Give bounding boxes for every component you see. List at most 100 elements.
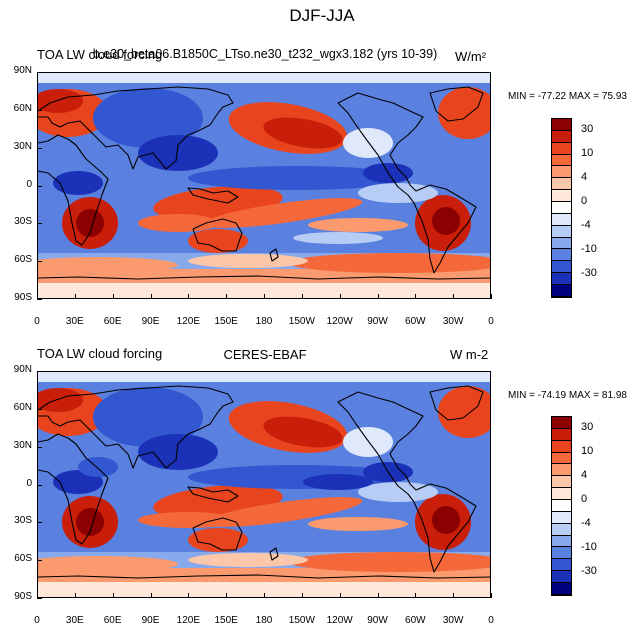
lon-tick-mark (377, 294, 379, 299)
lat-tick-label: 30S (14, 515, 32, 527)
lon-tick-mark (453, 593, 455, 598)
colorbar-swatch (552, 119, 571, 131)
lon-tick-mark (74, 294, 76, 299)
colorbar-2 (551, 416, 572, 596)
lat-tick-mark (37, 223, 42, 225)
lon-tick-label: 30E (65, 615, 84, 626)
lon-tick-mark (188, 593, 190, 598)
lon-tick-label: 150W (288, 316, 315, 327)
lat-tick-label: 90N (13, 364, 32, 375)
colorbar-swatch (552, 440, 571, 453)
colorbar-swatch (552, 511, 571, 524)
colorbar-swatch (552, 452, 571, 465)
lon-tick-mark (188, 294, 190, 299)
lon-tick-label: 60W (405, 615, 426, 626)
map-panel-ceres (37, 371, 491, 598)
lat-tick-label: 90S (14, 591, 32, 602)
colorbar-swatch (552, 488, 571, 501)
colorbar-swatch (552, 523, 571, 536)
lon-tick-label: 90E (141, 316, 160, 327)
lat-tick-mark (37, 446, 42, 448)
colorbar-label: 0 (581, 195, 588, 207)
colorbar-swatch (552, 464, 571, 477)
lon-tick-mark (264, 593, 265, 598)
lat-tick-mark (37, 371, 42, 372)
lon-tick-label: 30W (442, 316, 464, 327)
lat-tick-label: 0 (26, 477, 32, 489)
colorbar-label: -10 (581, 243, 597, 255)
lat-tick-mark (37, 72, 42, 73)
colorbar-swatch (552, 154, 571, 167)
panel2-units: W m-2 (450, 347, 489, 362)
lon-tick-label: 150E (214, 615, 238, 626)
colorbar-swatch (552, 583, 571, 595)
lon-tick-label: 0 (34, 615, 40, 626)
lat-tick-label: 60N (13, 401, 32, 413)
lon-tick-mark (150, 294, 152, 299)
lon-tick-label: 120E (176, 316, 200, 327)
colorbar-label: -30 (581, 267, 597, 279)
colorbar-swatch (552, 547, 571, 560)
lon-tick-mark (37, 294, 38, 299)
colorbar-swatch (552, 249, 571, 262)
colorbar-label: -30 (581, 565, 597, 577)
lat-tick-label: 90S (14, 292, 32, 303)
lon-tick-mark (415, 593, 417, 598)
lon-tick-label: 30W (442, 615, 464, 626)
colorbar-1 (551, 118, 572, 298)
colorbar-swatch (552, 213, 571, 226)
colorbar-swatch (552, 428, 571, 441)
lon-tick-mark (301, 294, 303, 299)
colorbar-label: 10 (581, 147, 594, 159)
colorbar-swatch (552, 166, 571, 179)
colorbar-swatch (552, 476, 571, 489)
colorbar-swatch (552, 535, 571, 548)
lat-tick-label: 30N (13, 439, 32, 451)
lat-tick-mark (37, 522, 42, 524)
lon-tick-label: 180 (255, 615, 273, 626)
lon-tick-label: 150W (288, 615, 315, 626)
panel2-minmax: MIN = -74.19 MAX = 81.98 (508, 390, 627, 401)
colorbar-label: 30 (581, 421, 594, 433)
lon-tick-mark (112, 593, 114, 598)
lon-tick-mark (226, 593, 228, 598)
lon-tick-label: 90E (141, 615, 160, 626)
lat-tick-label: 60N (13, 102, 32, 114)
colorbar-swatch (552, 559, 571, 572)
colorbar-label: 4 (581, 469, 588, 481)
lat-tick-label: 60S (14, 553, 32, 565)
figure-title: DJF-JJA (289, 6, 355, 25)
colorbar-swatch (552, 178, 571, 191)
panel1-left-title: TOA LW cloud forcing (37, 47, 163, 62)
lat-tick-mark (37, 408, 42, 410)
colorbar-swatch (552, 130, 571, 143)
lon-tick-label: 0 (34, 316, 40, 327)
lat-tick-mark (37, 560, 42, 562)
lat-tick-label: 30S (14, 216, 32, 228)
lat-tick-label: 0 (26, 178, 32, 190)
lat-tick-mark (37, 185, 42, 187)
colorbar-swatch (552, 273, 571, 286)
colorbar-label: 10 (581, 445, 594, 457)
lon-tick-mark (339, 294, 341, 299)
lon-tick-mark (74, 593, 76, 598)
lon-tick-label: 180 (255, 316, 273, 327)
lon-tick-mark (339, 593, 341, 598)
lat-tick-mark (37, 484, 42, 486)
lon-tick-mark (112, 294, 114, 299)
lon-tick-label: 150E (214, 316, 238, 327)
lon-tick-label: 60W (405, 316, 426, 327)
lat-tick-label: 90N (13, 65, 32, 76)
map-panel-model (37, 72, 491, 299)
colorbar-label: -4 (581, 517, 591, 529)
colorbar-label: -10 (581, 541, 597, 553)
colorbar-swatch (552, 500, 571, 512)
colorbar-swatch (552, 571, 571, 584)
lat-tick-mark (37, 261, 42, 263)
lon-tick-mark (301, 593, 303, 598)
lon-tick-mark (37, 593, 38, 598)
lat-tick-mark (37, 147, 42, 149)
lon-tick-label: 60E (103, 316, 122, 327)
lon-tick-mark (264, 294, 265, 299)
lon-tick-mark (491, 294, 492, 299)
